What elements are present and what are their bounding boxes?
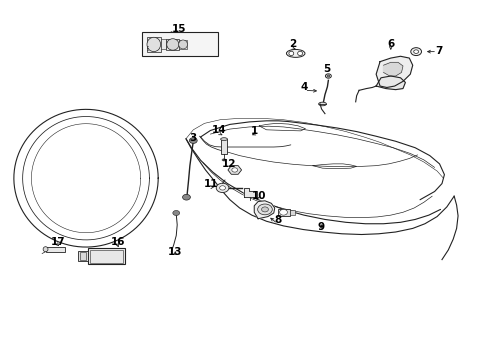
Ellipse shape (220, 138, 227, 140)
Text: 12: 12 (221, 159, 236, 169)
Text: 2: 2 (288, 40, 295, 49)
Polygon shape (244, 188, 256, 197)
Circle shape (219, 186, 225, 190)
Text: 5: 5 (322, 64, 329, 74)
Ellipse shape (297, 51, 302, 55)
Circle shape (261, 207, 268, 212)
Bar (178, 40, 187, 49)
Bar (147, 37, 160, 51)
Ellipse shape (325, 74, 330, 78)
Ellipse shape (288, 51, 293, 55)
Text: 15: 15 (171, 24, 185, 35)
Bar (90, 249, 123, 263)
Circle shape (189, 138, 197, 143)
Text: 9: 9 (317, 222, 325, 232)
Text: 16: 16 (110, 237, 125, 247)
Circle shape (231, 168, 237, 172)
Ellipse shape (326, 75, 329, 77)
Text: 14: 14 (211, 125, 226, 135)
Text: 4: 4 (300, 82, 307, 92)
Text: 8: 8 (273, 215, 281, 225)
Polygon shape (383, 62, 402, 76)
Ellipse shape (410, 48, 421, 55)
Bar (88, 248, 125, 264)
Bar (221, 139, 226, 154)
Circle shape (216, 183, 228, 193)
Bar (277, 210, 289, 216)
Circle shape (182, 194, 190, 200)
Circle shape (279, 210, 287, 215)
Circle shape (172, 211, 179, 216)
Bar (142, 32, 217, 56)
Text: 17: 17 (51, 237, 65, 247)
Text: 3: 3 (189, 133, 197, 143)
Text: 11: 11 (203, 179, 218, 189)
Bar (166, 39, 178, 50)
Polygon shape (375, 76, 405, 90)
Text: 7: 7 (434, 46, 441, 56)
Ellipse shape (413, 50, 418, 53)
Bar (45, 247, 65, 252)
Text: 13: 13 (168, 247, 182, 257)
Polygon shape (254, 201, 274, 219)
Ellipse shape (286, 49, 305, 57)
Ellipse shape (178, 40, 187, 49)
Polygon shape (375, 56, 412, 87)
Text: 6: 6 (386, 40, 394, 49)
Ellipse shape (147, 37, 160, 51)
Bar (78, 251, 88, 261)
Ellipse shape (222, 159, 225, 161)
Circle shape (257, 204, 272, 215)
Ellipse shape (166, 39, 179, 50)
Ellipse shape (318, 102, 326, 106)
Text: 1: 1 (250, 126, 257, 135)
Bar (160, 40, 166, 49)
Bar (289, 210, 294, 215)
Text: 10: 10 (251, 191, 266, 201)
Ellipse shape (43, 247, 48, 252)
Bar (80, 252, 85, 260)
